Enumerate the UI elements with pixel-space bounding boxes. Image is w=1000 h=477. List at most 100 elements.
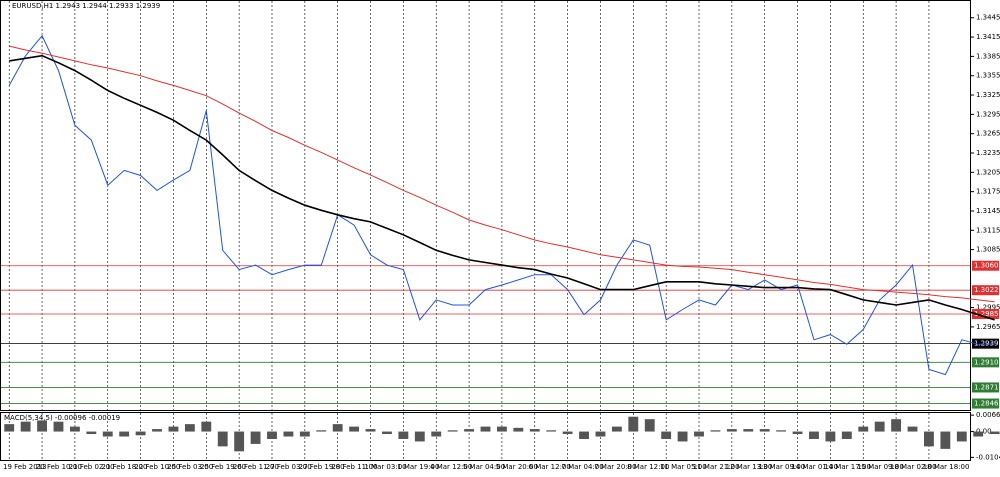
bar	[365, 429, 376, 432]
bar	[644, 419, 655, 432]
x-tick-label: 7 Mar 20:00	[594, 463, 636, 471]
level-label: 1.2846	[974, 400, 999, 408]
bar	[316, 430, 327, 432]
bar	[661, 431, 672, 439]
bar	[398, 431, 409, 439]
price-line	[9, 45, 995, 303]
x-tick-label: 15 Mar 09:00	[857, 463, 904, 471]
level-label: 1.3022	[974, 286, 999, 294]
y-tick-label: 1.3265	[976, 130, 1000, 138]
x-tick-label: 20 Feb 10:00	[36, 463, 82, 471]
bar	[579, 431, 589, 439]
x-tick-label: 27 Feb 03:00	[266, 463, 312, 471]
bar	[809, 431, 819, 439]
bar	[858, 426, 869, 432]
x-tick-label: 14 Mar 17:00	[824, 463, 871, 471]
y-tick-label: 1.3295	[976, 110, 1000, 118]
bar	[20, 421, 31, 432]
level-label-box	[972, 357, 999, 368]
bar	[973, 431, 984, 437]
price-panel	[0, 0, 971, 411]
level-label-box	[972, 285, 999, 296]
bar	[792, 431, 803, 435]
bar	[201, 421, 212, 432]
y-tick-label: 1.3145	[976, 207, 1000, 215]
chart-title: EURUSD,H1 1.2943 1.2944 1.2933 1.2939	[12, 2, 160, 10]
x-tick-label: 25 Feb 03:00	[167, 463, 213, 471]
bar	[184, 424, 195, 432]
y-tick-label: 1.3445	[976, 14, 1000, 22]
x-tick-label: 12 Mar 13:00	[726, 463, 773, 471]
level-label: 1.2871	[974, 383, 999, 391]
bar	[956, 431, 967, 442]
y-tick-label: -0.01043	[976, 453, 1000, 461]
bar	[250, 431, 261, 444]
x-tick-label: 25 Feb 19:00	[200, 463, 246, 471]
bar	[710, 430, 721, 432]
bar	[447, 430, 458, 432]
price-line	[9, 54, 995, 321]
bar	[496, 426, 507, 432]
y-tick-label: 1.3115	[976, 226, 1000, 234]
indicator-title: MACD(5,34,5) -0.00096 -0.00019	[4, 414, 120, 422]
x-tick-label: 1 Mar 19:00	[397, 463, 439, 471]
x-tick-label: 6 Mar 12:00	[529, 463, 571, 471]
x-tick-label: 7 Mar 04:00	[561, 463, 603, 471]
x-tick-label: 22 Feb 10:00	[134, 463, 180, 471]
level-label-box	[972, 382, 999, 393]
x-tick-label: 8 Mar 12:00	[627, 463, 669, 471]
x-tick-label: 27 Feb 19:00	[299, 463, 345, 471]
level-label-box	[972, 309, 999, 320]
bar	[152, 429, 162, 432]
bar	[37, 420, 47, 432]
bar	[217, 431, 228, 447]
bar	[562, 431, 573, 435]
bar	[135, 431, 146, 436]
bar	[349, 426, 360, 432]
bar	[431, 431, 442, 437]
bar	[86, 431, 97, 435]
x-tick-label: 19 Feb 2013	[3, 463, 47, 471]
bar	[299, 431, 310, 437]
x-tick-label: 11 Mar 21:00	[693, 463, 740, 471]
bar	[546, 430, 557, 432]
bar	[677, 431, 688, 442]
y-tick-label: 1.2965	[976, 323, 1000, 331]
bar	[776, 430, 787, 432]
bar	[414, 431, 425, 442]
bar	[628, 416, 639, 432]
x-tick-label: 13 Mar 09:00	[758, 463, 805, 471]
x-tick-label: 21 Feb 18:00	[102, 463, 148, 471]
level-label: 1.3060	[974, 262, 999, 270]
bar	[283, 431, 294, 437]
y-tick-label: 0.00	[976, 428, 992, 436]
y-tick-label: 1.3385	[976, 52, 1000, 60]
bar	[989, 431, 1000, 435]
y-tick-label: 1.3415	[976, 33, 1000, 41]
x-tick-label: 11 Mar 05:00	[660, 463, 707, 471]
x-tick-label: 14 Mar 01:00	[791, 463, 838, 471]
bar	[464, 429, 475, 432]
bar	[611, 426, 622, 432]
bar	[907, 426, 918, 432]
bar	[69, 426, 80, 432]
level-label-box	[972, 398, 999, 409]
bar	[382, 431, 392, 435]
bar	[234, 431, 245, 452]
bar	[267, 431, 277, 439]
bar	[513, 427, 524, 432]
y-tick-label: 0.00664	[976, 411, 1000, 419]
x-tick-label: 5 Mar 04:00	[463, 463, 505, 471]
bar	[119, 431, 130, 437]
price-line	[8, 34, 995, 376]
bar	[874, 421, 885, 432]
bar	[168, 426, 179, 432]
x-tick-label: 4 Mar 12:00	[430, 463, 472, 471]
bar	[825, 431, 836, 442]
y-tick-label: 1.3205	[976, 168, 1000, 176]
bar	[53, 421, 64, 432]
bar	[924, 431, 934, 447]
y-tick-label: 1.3355	[976, 72, 1000, 80]
bar	[759, 429, 770, 432]
